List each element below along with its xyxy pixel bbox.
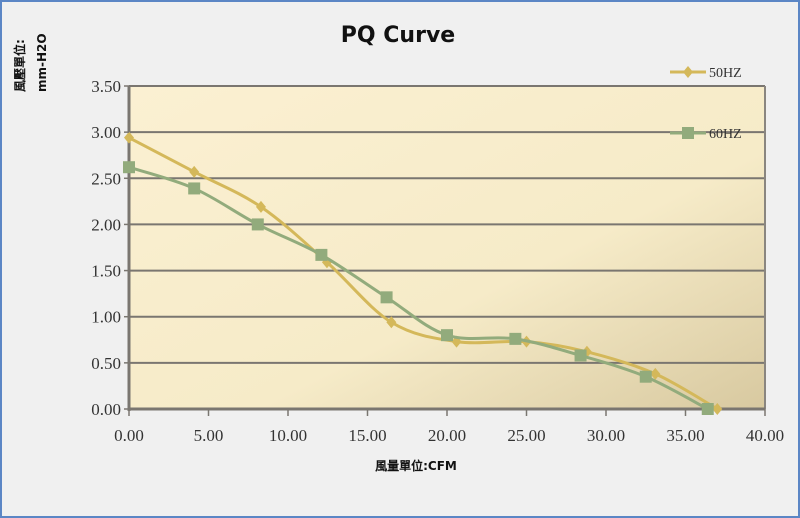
x-tick-label: 0.00 [114, 426, 144, 445]
legend-label-60hz: 60HZ [709, 127, 742, 142]
x-tick-label: 5.00 [194, 426, 224, 445]
data-point-diamond [683, 66, 693, 78]
y-tick-label: 3.50 [91, 77, 121, 96]
data-point-square [188, 182, 201, 195]
legend-label-50hz: 50HZ [709, 66, 742, 81]
y-tick-label: 0.50 [91, 354, 121, 373]
data-point-square [701, 403, 714, 415]
y-tick-label: 1.00 [91, 308, 121, 327]
x-tick-label: 20.00 [428, 426, 466, 445]
x-tick-label: 40.00 [746, 426, 784, 445]
x-axis-label: 風量單位:CFM [375, 458, 457, 473]
data-point-diamond [386, 316, 397, 329]
x-tick-label: 30.00 [587, 426, 625, 445]
plot-area [129, 86, 765, 409]
data-point-square [509, 332, 522, 345]
data-point-square [123, 161, 135, 174]
y-tick-label: 2.00 [91, 215, 121, 234]
series-line-50hz [128, 136, 719, 411]
chart-title: PQ Curve [341, 23, 455, 48]
y-tick-label: 1.50 [91, 262, 121, 281]
x-tick-label: 25.00 [507, 426, 545, 445]
series-line-60hz [128, 165, 709, 411]
data-point-square [251, 218, 264, 231]
x-tick-label: 10.00 [269, 426, 307, 445]
y-tick-label: 3.00 [91, 123, 121, 142]
data-point-square [682, 127, 694, 139]
data-point-diamond [255, 200, 266, 213]
data-point-square [441, 329, 453, 342]
y-axis-label: 風壓單位: [12, 39, 27, 92]
y-tick-label: 0.00 [91, 400, 121, 419]
data-point-diamond [124, 131, 134, 144]
data-point-square [574, 349, 587, 362]
y-axis-unit: mm-H2O [35, 33, 49, 92]
x-tick-label: 35.00 [666, 426, 704, 445]
x-tick-label: 15.00 [348, 426, 386, 445]
data-point-diamond [650, 367, 661, 380]
data-point-square [315, 248, 328, 261]
data-point-square [639, 370, 652, 383]
data-point-diamond [712, 403, 723, 415]
y-tick-label: 2.50 [91, 169, 121, 188]
data-point-square [380, 291, 393, 304]
data-point-diamond [189, 165, 200, 178]
